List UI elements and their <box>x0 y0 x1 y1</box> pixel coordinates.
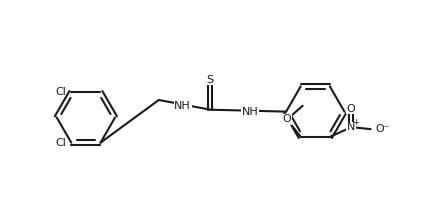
Text: O⁻: O⁻ <box>376 124 390 134</box>
Text: S: S <box>207 75 214 85</box>
Text: O: O <box>283 114 291 124</box>
Text: NH: NH <box>242 107 259 117</box>
Text: +: + <box>352 118 358 127</box>
Text: NH: NH <box>174 101 191 111</box>
Text: N: N <box>347 122 355 132</box>
Text: O: O <box>347 104 356 114</box>
Text: Cl: Cl <box>56 138 66 148</box>
Text: Cl: Cl <box>56 87 66 97</box>
